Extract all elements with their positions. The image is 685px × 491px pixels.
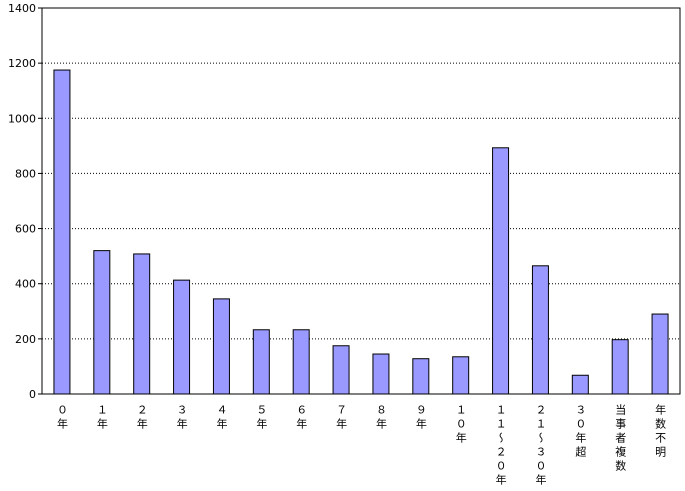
bar bbox=[53, 69, 71, 395]
bar bbox=[611, 339, 629, 395]
y-tick-label: 400 bbox=[15, 278, 36, 291]
x-tick-label: ５年 bbox=[255, 404, 268, 432]
x-tick-label: 年数不明 bbox=[654, 403, 667, 460]
y-tick-label: 0 bbox=[29, 388, 36, 401]
y-tick-label: 1400 bbox=[8, 2, 36, 15]
bar bbox=[93, 250, 111, 395]
bar bbox=[531, 265, 549, 395]
x-tick-label: ２年 bbox=[135, 404, 148, 432]
x-tick-label: １０年 bbox=[454, 404, 467, 446]
bar bbox=[372, 353, 390, 395]
bar bbox=[252, 329, 270, 395]
x-tick-label: ３年 bbox=[175, 404, 188, 432]
bar bbox=[332, 345, 350, 395]
bar bbox=[292, 329, 310, 395]
bar bbox=[651, 313, 669, 395]
y-tick-label: 600 bbox=[15, 223, 36, 236]
bar bbox=[571, 374, 589, 395]
y-tick-label: 200 bbox=[15, 333, 36, 346]
plot-area bbox=[41, 7, 681, 395]
bar bbox=[173, 279, 191, 395]
x-tick-label: ２１～３０年 bbox=[534, 404, 547, 488]
bar bbox=[492, 147, 510, 395]
x-tick-label: ０年 bbox=[55, 404, 68, 432]
x-tick-label: ３０年超 bbox=[574, 404, 587, 460]
x-tick-label: ６年 bbox=[295, 404, 308, 432]
x-tick-label: １年 bbox=[95, 404, 108, 432]
x-tick-label: ９年 bbox=[414, 404, 427, 432]
y-tick-label: 1000 bbox=[8, 112, 36, 125]
x-tick-label: ８年 bbox=[374, 404, 387, 432]
bar bbox=[412, 358, 430, 395]
bar bbox=[452, 356, 470, 395]
x-tick-label: 当事者複数 bbox=[614, 403, 627, 474]
y-tick-label: 1200 bbox=[8, 57, 36, 70]
x-tick-label: ４年 bbox=[215, 404, 228, 432]
bar bbox=[133, 253, 151, 395]
y-tick-label: 800 bbox=[15, 167, 36, 180]
bar bbox=[212, 298, 230, 395]
x-tick-label: ７年 bbox=[335, 404, 348, 432]
x-tick-label: １１～２０年 bbox=[494, 404, 507, 488]
